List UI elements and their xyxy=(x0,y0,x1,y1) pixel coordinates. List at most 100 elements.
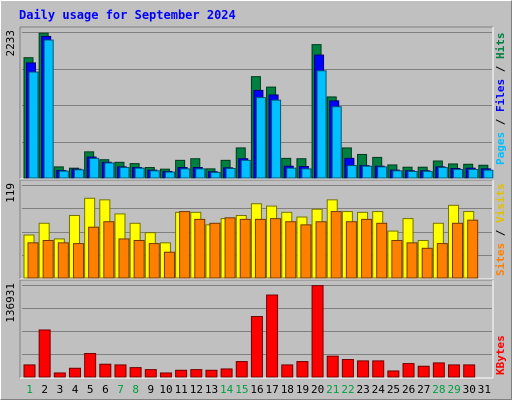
x-tick-label-day-9: 9 xyxy=(148,383,155,396)
bar-sites-day-28 xyxy=(436,243,448,279)
bar-sites-day-7 xyxy=(118,238,130,279)
bar-sites-day-21 xyxy=(330,211,342,279)
bar-sites-day-9 xyxy=(148,243,160,279)
legend-kbytes: KBytes xyxy=(494,335,507,375)
bar-kbytes-day-2 xyxy=(38,329,51,378)
x-tick-label-day-23: 23 xyxy=(357,383,370,396)
bar-pages-day-3 xyxy=(58,170,69,179)
bar-kbytes-day-21 xyxy=(326,355,339,378)
bar-pages-day-12 xyxy=(195,168,206,179)
x-tick-label-day-24: 24 xyxy=(372,383,386,396)
bar-pages-day-16 xyxy=(255,97,266,179)
bar-pages-day-7 xyxy=(119,167,130,179)
bar-kbytes-day-22 xyxy=(341,359,354,378)
x-tick-label-day-4: 4 xyxy=(72,383,79,396)
bar-pages-day-13 xyxy=(210,171,221,179)
bar-kbytes-day-8 xyxy=(129,367,142,378)
bar-kbytes-day-3 xyxy=(53,372,66,378)
bar-sites-day-23 xyxy=(361,218,373,279)
legend-visits: Visits xyxy=(494,183,507,223)
bar-pages-day-22 xyxy=(346,165,357,179)
bar-kbytes-day-5 xyxy=(84,352,97,378)
legend-sites: Sites xyxy=(494,243,507,276)
chart-title: Daily usage for September 2024 xyxy=(19,8,236,22)
x-tick-label-day-13: 13 xyxy=(205,383,218,396)
x-tick-label-day-25: 25 xyxy=(387,383,400,396)
legend-separator: / xyxy=(494,59,507,79)
x-tick-label-day-8: 8 xyxy=(132,383,139,396)
bar-kbytes-day-10 xyxy=(159,372,172,378)
bar-kbytes-day-23 xyxy=(357,360,370,378)
bar-kbytes-day-27 xyxy=(417,365,430,378)
bar-pages-day-11 xyxy=(180,168,191,179)
bar-pages-day-8 xyxy=(134,167,145,179)
legend-sites-visits: Sites / Visits xyxy=(494,183,507,276)
bar-sites-day-24 xyxy=(376,222,388,279)
bar-kbytes-day-6 xyxy=(99,363,112,378)
bar-pages-day-1 xyxy=(28,71,39,179)
x-tick-label-day-21: 21 xyxy=(326,383,339,396)
bar-sites-day-30 xyxy=(467,219,479,279)
bar-kbytes-day-16 xyxy=(250,316,263,378)
bar-sites-day-12 xyxy=(194,218,206,279)
bar-sites-day-8 xyxy=(133,239,145,279)
x-tick-label-day-14: 14 xyxy=(220,383,234,396)
bar-pages-day-28 xyxy=(437,167,448,179)
bar-kbytes-day-9 xyxy=(144,369,157,378)
legend-hits: Hits xyxy=(494,33,507,60)
x-tick-label-day-19: 19 xyxy=(296,383,309,396)
x-tick-label-day-16: 16 xyxy=(250,383,263,396)
x-tick-label-day-17: 17 xyxy=(266,383,279,396)
bar-pages-day-19 xyxy=(301,168,312,179)
x-tick-label-day-7: 7 xyxy=(117,383,124,396)
bar-pages-day-21 xyxy=(331,106,342,179)
bar-pages-day-30 xyxy=(468,169,479,179)
bar-sites-day-29 xyxy=(452,222,464,279)
bar-pages-day-24 xyxy=(377,166,388,179)
bar-sites-day-27 xyxy=(421,247,433,279)
bar-kbytes-day-11 xyxy=(175,369,188,378)
bar-kbytes-day-25 xyxy=(387,370,400,378)
bar-sites-day-1 xyxy=(27,242,39,279)
bar-kbytes-day-13 xyxy=(205,369,218,378)
bar-pages-day-18 xyxy=(286,167,297,179)
bar-pages-day-20 xyxy=(316,70,327,179)
bar-sites-day-15 xyxy=(239,218,251,279)
bar-pages-day-29 xyxy=(453,169,464,179)
x-tick-label-day-22: 22 xyxy=(341,383,354,396)
x-tick-label-day-30: 30 xyxy=(463,383,476,396)
bar-pages-day-10 xyxy=(164,171,175,179)
bar-sites-day-17 xyxy=(270,218,282,279)
bar-kbytes-day-29 xyxy=(448,364,461,378)
x-tick-label-day-31: 31 xyxy=(478,383,491,396)
bar-pages-day-25 xyxy=(392,170,403,179)
bar-kbytes-day-18 xyxy=(281,364,294,378)
bar-sites-day-25 xyxy=(391,239,403,279)
bar-pages-day-9 xyxy=(149,170,160,179)
x-tick-label-day-29: 29 xyxy=(447,383,460,396)
legend-hits-files-pages: Pages / Files / Hits xyxy=(494,33,507,166)
legend-kbytes: KBytes xyxy=(494,335,507,375)
x-tick-label-day-11: 11 xyxy=(175,383,188,396)
y-max-label-hits-files-pages: 2233 xyxy=(4,30,17,57)
bar-pages-day-31 xyxy=(483,169,494,179)
bar-pages-day-27 xyxy=(422,170,433,179)
bar-pages-day-5 xyxy=(89,157,100,179)
x-tick-label-day-26: 26 xyxy=(402,383,415,396)
bar-sites-day-4 xyxy=(72,243,84,279)
legend-files: Files xyxy=(494,79,507,112)
y-max-label-kbytes: 136931 xyxy=(4,283,17,323)
bar-sites-day-13 xyxy=(209,222,221,279)
bar-pages-day-15 xyxy=(240,159,251,179)
x-tick-label-day-6: 6 xyxy=(102,383,109,396)
x-tick-label-day-18: 18 xyxy=(281,383,294,396)
bar-pages-day-23 xyxy=(362,165,373,179)
x-tick-label-day-3: 3 xyxy=(57,383,64,396)
legend-separator: / xyxy=(494,112,507,132)
y-max-label-sites-visits: 119 xyxy=(4,183,17,203)
bar-kbytes-day-14 xyxy=(220,368,233,378)
x-tick-label-day-28: 28 xyxy=(432,383,445,396)
bar-sites-day-6 xyxy=(103,221,115,279)
bar-kbytes-day-26 xyxy=(402,363,415,378)
x-tick-label-day-15: 15 xyxy=(235,383,248,396)
